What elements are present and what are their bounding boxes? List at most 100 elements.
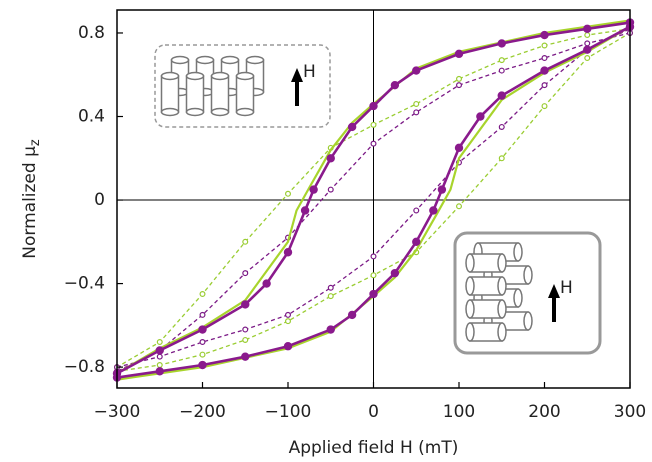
cylinder-end — [465, 299, 475, 319]
data-point — [285, 311, 292, 318]
data-point — [199, 291, 206, 298]
y-axis-label: Normalized μz — [20, 139, 43, 259]
data-point — [541, 82, 548, 89]
data-point — [262, 279, 271, 288]
data-point — [390, 80, 400, 90]
data-point — [413, 207, 420, 214]
data-point — [242, 336, 249, 343]
series-line — [116, 19, 631, 375]
x-tick-label: 100 — [443, 402, 475, 422]
data-point — [370, 253, 377, 260]
inset-label: H — [303, 62, 316, 82]
cylinder-end — [195, 55, 215, 65]
data-point — [498, 155, 505, 162]
data-point — [429, 206, 438, 215]
data-point — [497, 91, 506, 100]
data-point — [155, 346, 164, 355]
data-point — [242, 270, 249, 277]
inset-arrow-head — [548, 284, 560, 298]
cylinder-end — [235, 107, 255, 117]
data-point — [300, 206, 310, 215]
data-point — [456, 75, 463, 82]
cylinder-end — [513, 288, 523, 308]
data-point — [454, 49, 464, 59]
data-point — [285, 318, 292, 325]
cylinder-end — [497, 276, 507, 296]
data-point — [412, 66, 421, 75]
data-point — [326, 154, 335, 163]
data-point — [283, 248, 293, 257]
series-line — [116, 25, 631, 381]
data-point — [369, 289, 378, 299]
cylinder-end — [523, 265, 533, 285]
data-point — [199, 351, 206, 358]
data-point — [541, 103, 548, 110]
data-point — [156, 353, 163, 360]
cylinder-end — [465, 253, 475, 273]
data-point — [326, 325, 335, 334]
cylinder — [160, 75, 180, 113]
x-tick-label: 0 — [368, 402, 379, 422]
data-point — [390, 268, 400, 278]
y-tick-label: −0.8 — [64, 357, 105, 377]
y-tick-label: 0 — [94, 190, 105, 210]
cylinder-end — [465, 276, 475, 296]
x-tick-label: −300 — [94, 402, 141, 422]
data-point — [456, 203, 463, 210]
x-tick-label: 200 — [528, 402, 560, 422]
data-point — [198, 360, 207, 370]
data-point — [584, 40, 591, 47]
cylinder-end — [210, 107, 230, 117]
data-point — [155, 367, 164, 376]
y-axis-label-main: Normalized μ — [20, 146, 40, 259]
data-point — [412, 237, 421, 247]
data-point — [454, 143, 464, 153]
inset-arrow-head — [291, 68, 303, 82]
cylinder-end — [523, 311, 533, 331]
data-point — [241, 352, 250, 361]
data-point — [156, 362, 163, 369]
data-point — [456, 82, 463, 89]
cylinder-end — [185, 107, 205, 117]
data-point — [413, 100, 420, 107]
y-axis-label-subscript: z — [28, 139, 43, 146]
cylinder — [469, 299, 503, 319]
cylinder-end — [497, 322, 507, 342]
data-point — [369, 101, 378, 111]
cylinder — [185, 75, 205, 113]
cylinder-end — [245, 55, 265, 65]
data-point — [327, 284, 334, 291]
data-point — [540, 30, 549, 40]
data-point — [241, 300, 250, 309]
cylinder-end — [220, 55, 240, 65]
data-point — [541, 42, 548, 49]
data-point — [497, 39, 506, 48]
cylinder — [235, 75, 255, 113]
data-point — [370, 140, 377, 147]
cylinder-end — [210, 71, 230, 81]
data-point — [283, 342, 293, 351]
data-point — [198, 325, 207, 334]
y-tick-label: 0.8 — [78, 23, 105, 43]
data-point — [327, 293, 334, 300]
cylinder — [210, 75, 230, 113]
series-line — [116, 21, 631, 375]
data-point — [476, 112, 485, 121]
cylinder-end — [185, 71, 205, 81]
data-point — [541, 55, 548, 62]
x-tick-label: −100 — [265, 402, 312, 422]
cylinder-end — [160, 107, 180, 117]
cylinder-end — [465, 322, 475, 342]
x-axis-label: Applied field H (mT) — [289, 438, 459, 458]
cylinder — [469, 253, 503, 273]
data-point — [583, 24, 592, 33]
x-tick-label: 300 — [614, 402, 646, 422]
inset-label: H — [560, 278, 573, 298]
data-point — [347, 122, 357, 132]
data-point — [437, 185, 447, 194]
data-point — [285, 190, 292, 197]
cylinder — [469, 276, 503, 296]
data-point — [242, 326, 249, 333]
data-point — [583, 45, 592, 54]
